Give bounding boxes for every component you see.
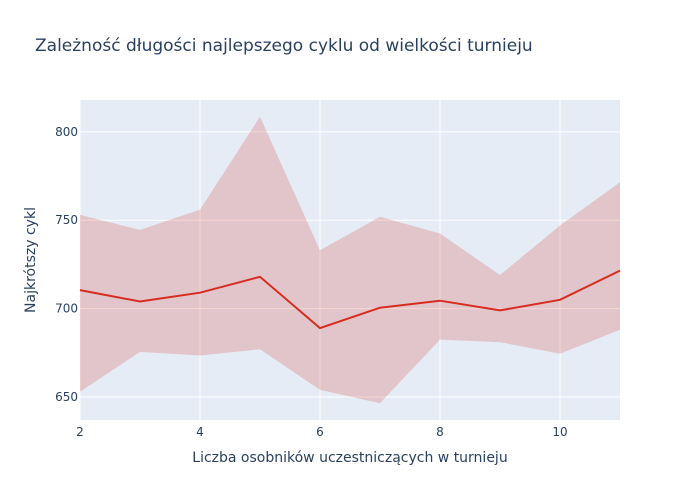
x-tick-label: 6 bbox=[316, 425, 324, 439]
y-tick-label: 750 bbox=[55, 213, 78, 227]
y-tick-label: 800 bbox=[55, 125, 78, 139]
chart-title: Zależność długości najlepszego cyklu od … bbox=[35, 36, 533, 56]
x-tick-labels: 2 4 6 8 10 bbox=[76, 425, 567, 439]
y-tick-labels: 650 700 750 800 bbox=[55, 125, 78, 404]
x-axis-label: Liczba osobników uczestniczących w turni… bbox=[192, 450, 507, 466]
x-tick-label: 2 bbox=[76, 425, 84, 439]
y-tick-label: 700 bbox=[55, 302, 78, 316]
plot-area bbox=[80, 100, 620, 420]
grid-lines bbox=[79, 100, 620, 420]
x-tick-label: 8 bbox=[436, 425, 444, 439]
confidence-band bbox=[80, 116, 620, 404]
mean-line bbox=[79, 269, 621, 330]
y-tick-label: 650 bbox=[55, 390, 78, 404]
y-axis-label: Najkrótszy cykl bbox=[23, 207, 39, 313]
x-tick-label: 4 bbox=[196, 425, 204, 439]
x-tick-label: 10 bbox=[552, 425, 567, 439]
